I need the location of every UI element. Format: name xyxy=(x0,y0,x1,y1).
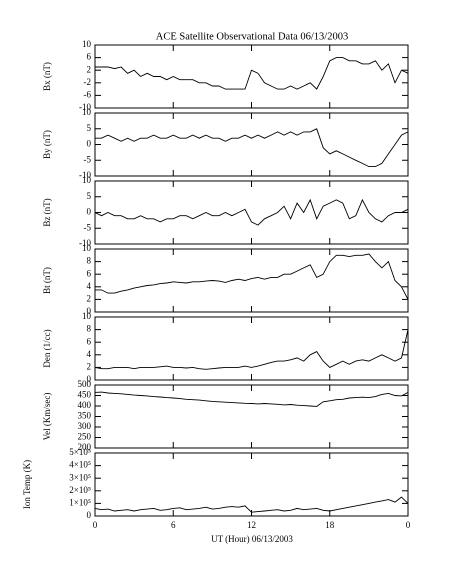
x-axis-label: UT (Hour) 06/13/2003 xyxy=(211,534,293,544)
x-tick-label: 18 xyxy=(325,520,335,530)
chart-title: ACE Satellite Observational Data 06/13/2… xyxy=(156,31,348,42)
y-tick-label: 2×10⁵ xyxy=(69,485,91,495)
y-axis-label: By (nT) xyxy=(42,130,52,159)
data-line xyxy=(95,57,409,90)
data-line xyxy=(94,496,409,513)
y-tick-label: 6 xyxy=(87,52,92,62)
data-line xyxy=(95,128,409,168)
y-tick-label: -10 xyxy=(79,170,91,180)
y-tick-label: 250 xyxy=(78,432,92,442)
y-axis-label: Ion Temp (K) xyxy=(22,460,32,509)
y-tick-label: 5 xyxy=(87,123,92,133)
y-tick-label: 2 xyxy=(87,64,92,74)
y-tick-label: 10 xyxy=(82,39,92,49)
x-tick-label: 0 xyxy=(93,520,98,530)
y-tick-label: -5 xyxy=(84,154,92,164)
y-tick-label: 0 xyxy=(87,306,92,316)
y-axis-label: Den (1/cc) xyxy=(42,329,52,367)
y-tick-label: 500 xyxy=(78,379,92,389)
y-axis-label: Vel (Km/sec) xyxy=(42,393,52,441)
y-tick-label: 0 xyxy=(87,139,92,149)
data-line xyxy=(95,253,409,300)
y-tick-label: 3×10⁵ xyxy=(69,472,91,482)
y-tick-label: 5 xyxy=(87,191,92,201)
y-axis-label: Bt (nT) xyxy=(42,267,52,294)
y-tick-label: 10 xyxy=(82,243,92,253)
y-tick-label: 0 xyxy=(87,374,92,384)
x-tick-label: 0 xyxy=(406,520,411,530)
data-line xyxy=(94,391,409,407)
y-tick-label: 5×10⁵ xyxy=(69,447,91,457)
y-tick-label: 1×10⁵ xyxy=(69,497,91,507)
y-tick-label: -6 xyxy=(84,89,92,99)
y-tick-label: 2 xyxy=(87,361,92,371)
y-tick-label: 6 xyxy=(87,336,92,346)
y-tick-label: 0 xyxy=(87,510,92,520)
y-tick-label: 200 xyxy=(78,442,92,452)
data-line xyxy=(94,329,409,370)
x-tick-label: 12 xyxy=(247,520,256,530)
data-line xyxy=(94,198,409,226)
y-axis-label: Bx (nT) xyxy=(42,62,52,91)
y-tick-label: 4 xyxy=(87,281,92,291)
y-tick-label: 10 xyxy=(82,107,92,117)
y-tick-label: 10 xyxy=(82,311,92,321)
y-tick-label: 4 xyxy=(87,349,92,359)
y-axis-label: Bz (nT) xyxy=(42,198,52,226)
y-tick-label: 8 xyxy=(87,256,92,266)
y-tick-label: 350 xyxy=(78,411,92,421)
y-tick-label: 0 xyxy=(87,207,92,217)
y-tick-label: 10 xyxy=(82,175,92,185)
y-tick-label: 300 xyxy=(78,421,92,431)
y-tick-label: 2 xyxy=(87,293,92,303)
x-tick-label: 6 xyxy=(171,520,176,530)
y-tick-label: 4×10⁵ xyxy=(69,460,91,470)
y-tick-label: -2 xyxy=(84,77,92,87)
y-tick-label: -10 xyxy=(79,102,91,112)
y-tick-label: 450 xyxy=(78,390,92,400)
y-tick-label: -5 xyxy=(84,222,92,232)
y-tick-label: 8 xyxy=(87,324,92,334)
y-tick-label: -10 xyxy=(79,238,91,248)
y-tick-label: 400 xyxy=(78,400,92,410)
y-tick-label: 6 xyxy=(87,268,92,278)
